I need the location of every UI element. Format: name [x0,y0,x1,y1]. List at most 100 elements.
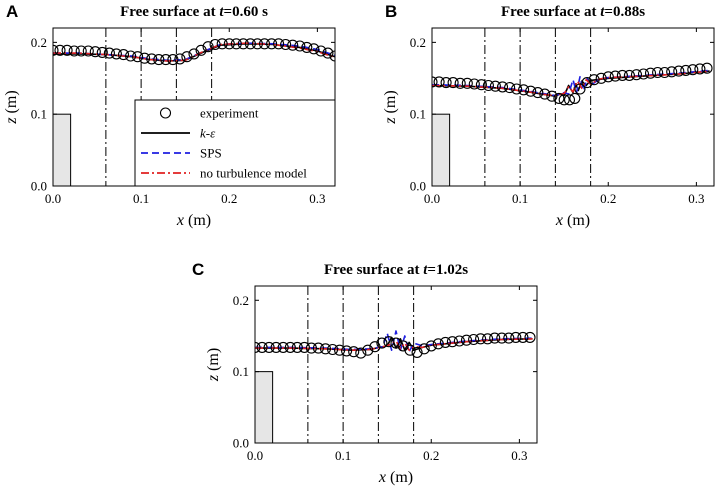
y-axis-label: z (m) [205,348,222,382]
experiment-point [460,334,473,346]
experiment-point [439,336,451,348]
experiment-point [563,94,576,106]
experiment-point [539,88,551,100]
experiment-point [256,341,268,353]
experiment-point [644,67,657,79]
experiment-point [687,64,699,76]
experiment-point [103,47,115,59]
legend-box [134,99,336,187]
experiment-point [546,90,558,102]
experiment-point [553,92,565,104]
title-variable: t [600,4,605,20]
experiment-point [291,341,303,353]
x-tick-label: 0.1 [512,191,528,206]
experiment-point [524,331,536,343]
experiment-point [432,338,444,350]
experiment-point [475,79,487,91]
y-tick-label: 0.2 [410,35,426,50]
experiment-point [251,38,263,50]
legend-label: no turbulence model [200,166,307,181]
experiment-point [369,341,381,353]
experiment-point [315,45,327,57]
experiment-point [341,345,353,357]
x-tick-label: 0.2 [600,191,616,206]
experiment-point [294,40,306,52]
chart-title: Free surface at t=1.02s [324,262,468,278]
title-variable: t [219,4,224,20]
panel-c: C Free surface at t=1.02s 0.0 0.1 0.2 0.3 0.0 0… [192,260,538,486]
x-axis-variable: x [555,212,563,229]
experiment-point [132,51,144,63]
experiment-point [255,341,261,353]
x-tick-label: 0.2 [423,448,439,463]
axes-frame [254,285,538,444]
x-tick-label: 0.3 [688,191,704,206]
y-axis-label: z (m) [382,90,399,124]
experiment-point [117,49,130,61]
obstacle-block [53,113,72,186]
experiment-point [666,66,678,78]
series-line-sps [53,42,335,62]
y-tick-label: 0.1 [233,364,249,379]
experiment-point [188,48,200,60]
experiment-point [237,38,249,50]
experiment-point [146,53,158,65]
title-prefix: Free surface at [120,4,219,20]
experiment-point [569,92,581,104]
experiment-point [61,44,73,56]
experiment-point [623,69,635,81]
experiment-point [322,47,334,59]
experiment-point [680,64,692,76]
experiment-point [263,341,275,353]
experiment-point [223,38,235,50]
title-prefix: Free surface at [324,262,423,278]
experiment-point [327,343,339,356]
experiment-point [404,344,416,356]
x-tick-label: 0.2 [221,191,237,206]
plot-area [432,28,713,186]
experiment-point [195,44,207,56]
experiment-point [284,341,296,353]
y-axis-variable: z [205,374,222,382]
experiment-point [461,77,473,89]
obstacle-block [255,371,274,443]
experiment-point [510,331,522,343]
experiment-point [433,76,445,88]
axes-frame [431,27,715,187]
legend-label-part: ε [210,126,216,141]
x-axis-unit: (m) [184,212,211,229]
experiment-point [630,69,643,81]
experiment-point [468,78,480,90]
y-axis-variable: z [3,117,20,125]
panel-label: B [385,2,397,21]
title-suffix: =0.88s [604,4,645,20]
experiment-point [440,77,452,89]
experiment-point [581,77,593,89]
experiment-point [280,38,292,51]
experiment-point [139,52,151,64]
experiment-point [334,344,346,356]
experiment-point [329,50,335,62]
y-tick-label: 0.2 [31,35,47,50]
panel-b: B Free surface at t=0.88s 0.0 0.1 0.2 0.3 0.0 0… [382,2,715,229]
experiment-point [425,340,437,352]
experiment-point [244,38,256,50]
experiment-point [125,50,137,62]
experiment-point [518,84,530,96]
experiment-point [53,44,59,56]
experiment-point [446,336,458,348]
x-axis-label: x (m) [555,212,590,229]
title-suffix: =0.60 s [224,4,269,20]
x-tick-label: 0.1 [133,191,149,206]
experiment-point [258,38,271,50]
experiment-point [511,83,523,95]
experiment-point [489,332,501,344]
x-axis-label: x (m) [378,469,413,486]
experiment-point [503,332,515,344]
y-axis-variable: z [382,117,399,125]
experiment-point [160,54,172,66]
experiment-point [355,347,367,359]
legend-marker-circle [159,107,172,119]
legend-label: k-ε [200,126,216,141]
x-axis-unit: (m) [386,469,413,486]
